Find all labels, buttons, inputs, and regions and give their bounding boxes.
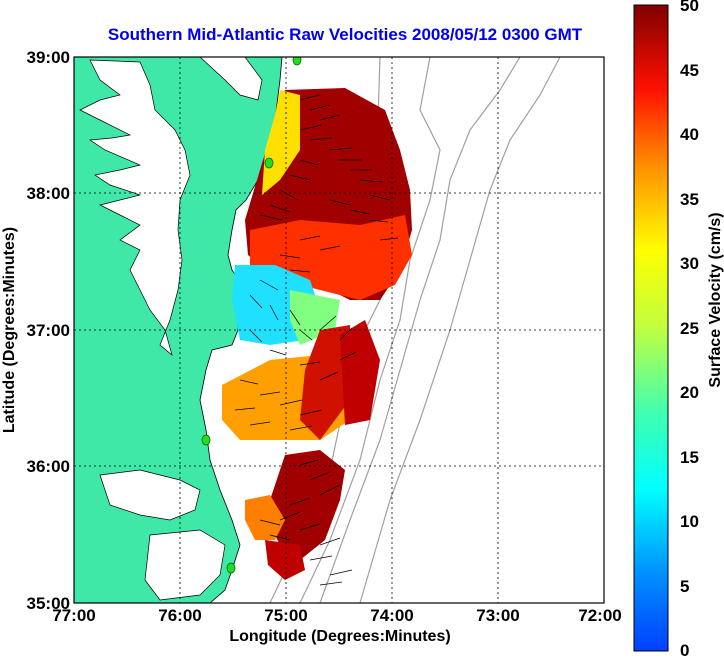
colorbar-tick-label: 5 <box>680 577 689 596</box>
station-marker <box>201 434 211 446</box>
colorbar-tick-label: 50 <box>680 0 699 15</box>
y-tick-label: 37:00 <box>27 321 70 340</box>
x-tick-label: 72:00 <box>578 606 621 625</box>
map-grid <box>74 57 604 603</box>
colorbar-tick-label: 25 <box>680 319 699 338</box>
albemarle-sound <box>99 469 201 521</box>
delaware-bay <box>199 57 263 101</box>
colorbar-tick-label: 15 <box>680 448 699 467</box>
colorbar-tick-label: 10 <box>680 512 699 531</box>
chesapeake-bay <box>79 59 191 356</box>
colorbar-tick-label: 30 <box>680 254 699 273</box>
x-axis-ticks: 77:00 76:00 75:00 74:00 73:00 72:00 <box>52 606 621 625</box>
station-marker <box>264 157 274 169</box>
colorbar-ticks: 50 45 40 35 30 25 20 15 10 5 0 <box>680 0 699 659</box>
pamlico-sound <box>144 529 226 601</box>
velocity-patch-south-red <box>300 325 350 440</box>
colorbar-title: Surface Velocity (cm/s) <box>707 212 724 387</box>
y-tick-label: 35:00 <box>27 594 70 613</box>
colorbar-tick-label: 40 <box>680 125 699 144</box>
y-axis-title: Latitude (Degrees:Minutes) <box>1 227 18 433</box>
map-title: Southern Mid-Atlantic Raw Velocities 200… <box>108 25 583 44</box>
velocity-arrows <box>234 94 399 586</box>
hf-radar-stations <box>201 57 302 574</box>
y-tick-label: 38:00 <box>27 184 70 203</box>
colorbar-tick-label: 35 <box>680 190 699 209</box>
colorbar-tick-label: 0 <box>680 641 689 659</box>
x-tick-label: 73:00 <box>476 606 519 625</box>
x-tick-label: 74:00 <box>370 606 413 625</box>
y-tick-label: 36:00 <box>27 457 70 476</box>
station-marker <box>226 562 236 574</box>
velocity-patch-east-red <box>340 320 380 425</box>
x-axis-title: Longitude (Degrees:Minutes) <box>229 628 450 645</box>
x-tick-label: 77:00 <box>52 606 95 625</box>
y-tick-label: 39:00 <box>27 48 70 67</box>
plot-border <box>73 56 605 604</box>
colorbar <box>633 4 669 652</box>
velocity-patch-hatteras-south <box>265 540 305 580</box>
station-marker <box>292 57 302 66</box>
x-tick-label: 75:00 <box>264 606 307 625</box>
velocity-patch-hatteras <box>265 450 345 560</box>
velocity-patch-yellow <box>262 90 300 195</box>
colorbar-tick-label: 20 <box>680 383 699 402</box>
colorbar-tick-label: 45 <box>680 61 699 80</box>
y-axis-ticks: 39:00 38:00 37:00 36:00 35:00 <box>27 48 70 613</box>
x-tick-label: 76:00 <box>158 606 201 625</box>
velocity-patch-hatteras-orange <box>245 495 285 540</box>
